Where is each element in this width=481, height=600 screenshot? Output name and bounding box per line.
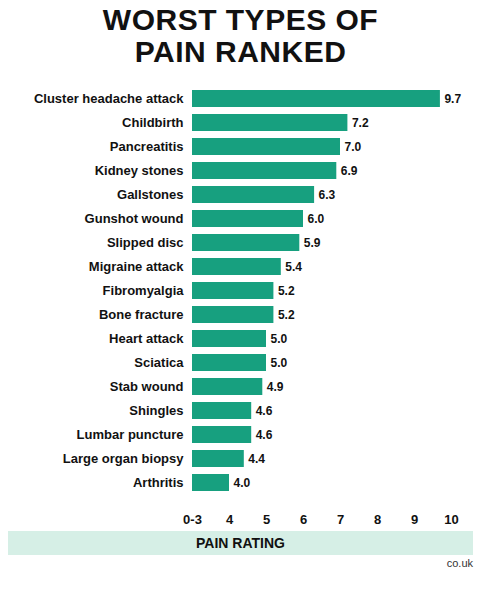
html-text:co.uk: co.uk: [446, 557, 473, 569]
svg-text:Heart attack: Heart attack: [109, 331, 184, 346]
svg-text:6.3: 6.3: [319, 188, 336, 202]
svg-text:5.2: 5.2: [278, 284, 295, 298]
svg-text:7.2: 7.2: [352, 116, 369, 130]
svg-text:0-3: 0-3: [183, 512, 202, 527]
svg-text:Pancreatitis: Pancreatitis: [110, 139, 184, 154]
svg-text:4: 4: [226, 512, 234, 527]
html-text:WORST TYPES OF PAIN RANKED: WORST TYPES OF PAIN RANKED: [102, 3, 379, 68]
svg-text:Kidney stones: Kidney stones: [95, 163, 184, 178]
svg-text:Childbirth: Childbirth: [122, 115, 183, 130]
svg-text:4.0: 4.0: [234, 476, 251, 490]
svg-text:7.0: 7.0: [345, 140, 362, 154]
svg-text:4.4: 4.4: [248, 452, 265, 466]
svg-text:9: 9: [411, 512, 418, 527]
svg-text:5.2: 5.2: [278, 308, 295, 322]
svg-text:Sciatica: Sciatica: [134, 355, 184, 370]
svg-text:5.4: 5.4: [285, 260, 302, 274]
svg-text:Migraine attack: Migraine attack: [89, 259, 184, 274]
svg-text:Lumbar puncture: Lumbar puncture: [77, 427, 184, 442]
svg-text:9.7: 9.7: [444, 92, 461, 106]
svg-text:10: 10: [444, 512, 458, 527]
svg-text:5.9: 5.9: [304, 236, 321, 250]
svg-text:5: 5: [263, 512, 270, 527]
svg-text:Gallstones: Gallstones: [117, 187, 183, 202]
svg-text:6.9: 6.9: [341, 164, 358, 178]
svg-text:4.9: 4.9: [267, 380, 284, 394]
svg-text:4.6: 4.6: [256, 428, 273, 442]
svg-text:6.0: 6.0: [308, 212, 325, 226]
svg-text:Large organ biopsy: Large organ biopsy: [63, 451, 184, 466]
svg-text:Gunshot wound: Gunshot wound: [85, 211, 184, 226]
svg-text:Bone fracture: Bone fracture: [99, 307, 184, 322]
svg-text:Cluster headache attack: Cluster headache attack: [34, 91, 184, 106]
svg-text:Stab wound: Stab wound: [110, 379, 184, 394]
html-text:PAIN RATING: PAIN RATING: [196, 535, 285, 551]
svg-text:4.6: 4.6: [256, 404, 273, 418]
svg-text:7: 7: [337, 512, 344, 527]
svg-text:5.0: 5.0: [271, 356, 288, 370]
svg-text:Arthritis: Arthritis: [133, 475, 184, 490]
svg-text:Slipped disc: Slipped disc: [107, 235, 184, 250]
svg-text:Fibromyalgia: Fibromyalgia: [103, 283, 185, 298]
svg-text:6: 6: [300, 512, 307, 527]
svg-text:8: 8: [374, 512, 381, 527]
svg-text:5.0: 5.0: [271, 332, 288, 346]
svg-text:Shingles: Shingles: [129, 403, 183, 418]
